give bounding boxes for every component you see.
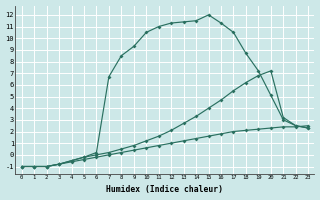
X-axis label: Humidex (Indice chaleur): Humidex (Indice chaleur) <box>107 185 223 194</box>
